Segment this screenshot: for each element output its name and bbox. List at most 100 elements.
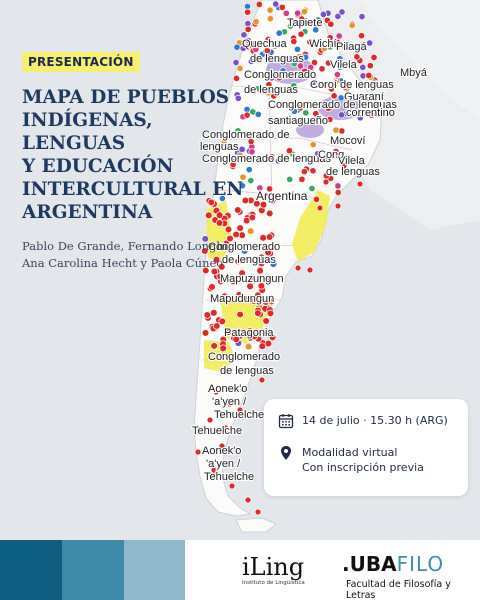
- map-label: Conglomerado de: [202, 129, 289, 141]
- map-marker: [247, 138, 255, 146]
- footer: [0, 540, 480, 600]
- map-label: Cong: [318, 149, 344, 161]
- map-marker: [338, 127, 346, 135]
- map-marker: [201, 329, 210, 337]
- event-modality: Modalidad virtual Con inscripción previa: [302, 445, 424, 475]
- map-label: Aonek'o: [202, 445, 241, 457]
- map-marker: [212, 255, 221, 264]
- map-marker: [312, 195, 321, 203]
- map-marker: [234, 127, 242, 135]
- map-marker: [228, 482, 236, 490]
- map-marker: [201, 266, 210, 275]
- map-marker: [246, 327, 254, 335]
- map-marker: [252, 18, 260, 26]
- map-marker: [306, 266, 314, 274]
- map-marker: [356, 180, 364, 188]
- map-marker: [327, 20, 335, 28]
- map-marker: [278, 3, 286, 11]
- map-marker: [244, 25, 252, 33]
- map-marker: [275, 74, 283, 82]
- map-marker: [208, 283, 216, 291]
- map-marker: [210, 342, 218, 350]
- map-marker: [357, 32, 366, 40]
- map-marker: [194, 448, 202, 456]
- map-marker: [238, 269, 246, 277]
- map-marker: [293, 45, 302, 53]
- map-marker: [254, 110, 262, 118]
- map-marker: [300, 8, 308, 16]
- map-marker: [336, 63, 344, 71]
- map-marker: [236, 406, 244, 414]
- map-marker: [319, 10, 327, 18]
- map-marker: [256, 184, 264, 192]
- uba-subtitle: Facultad de Filosofía y Letras: [346, 579, 451, 600]
- map-marker: [252, 45, 260, 53]
- map-marker: [326, 115, 334, 123]
- map-marker: [279, 67, 287, 75]
- map-marker: [232, 74, 241, 82]
- map-labels: Tapiete Quechua Wichí Pilagá de lenguas …: [191, 16, 429, 484]
- map-marker: [255, 0, 263, 8]
- map-marker: [238, 182, 246, 190]
- map-marker: [226, 234, 234, 243]
- map-label: Conglomerado: [208, 351, 280, 363]
- map-marker: [308, 184, 316, 193]
- map-marker: [254, 309, 262, 317]
- map-marker: [247, 177, 255, 185]
- map-marker: [212, 388, 220, 396]
- map-marker: [234, 257, 242, 266]
- map-marker: [235, 291, 243, 299]
- map-label: de lenguas: [244, 84, 298, 96]
- map-marker: [222, 424, 230, 432]
- map-marker: [215, 211, 224, 219]
- map-marker: [265, 81, 273, 89]
- map-label: 'a'yen /: [212, 396, 247, 408]
- map-label: Mapuzungun: [220, 273, 284, 285]
- title-line: MAPA DE PUEBLOS: [22, 87, 230, 108]
- map-marker: [336, 55, 344, 63]
- registration-line: Con inscripción previa: [302, 461, 424, 474]
- map-marker: [266, 309, 275, 318]
- map-marker: [340, 162, 348, 170]
- map-marker: [238, 145, 246, 153]
- map-marker: [247, 57, 255, 65]
- map-label: de lenguas: [250, 53, 304, 65]
- map-marker: [229, 161, 237, 169]
- map-marker: [296, 104, 305, 112]
- authors: Pablo De Grande, Fernando Longhi, Ana Ca…: [22, 239, 232, 270]
- map-label: Tapiete: [287, 17, 322, 29]
- map-marker: [250, 332, 259, 341]
- event-date: 14 de julio · 15.30 h (ARG): [302, 414, 448, 427]
- map-marker: [268, 333, 277, 342]
- map-marker: [333, 71, 341, 79]
- map-marker: [290, 82, 298, 90]
- map-marker: [210, 267, 219, 276]
- uba-filo-logo: .UBAFILO Facultad de Filosofía y Letras: [342, 553, 480, 600]
- map-marker: [286, 175, 294, 183]
- modality-line: Modalidad virtual: [302, 446, 398, 459]
- map-marker: [268, 153, 276, 161]
- map-label: Mocoví: [330, 135, 365, 147]
- map-marker: [294, 9, 302, 17]
- map-label: Guaraní: [344, 91, 384, 103]
- map-marker: [366, 39, 374, 47]
- map-marker: [248, 148, 256, 156]
- map-marker: [271, 42, 279, 50]
- map-marker: [258, 376, 266, 384]
- map-marker: [286, 22, 295, 30]
- map-label: Vilela: [330, 59, 358, 71]
- map-label: de lenguas: [220, 365, 274, 377]
- map-marker: [332, 147, 340, 155]
- map-marker: [302, 53, 310, 61]
- map-marker: [368, 111, 376, 119]
- map-marker: [213, 322, 221, 330]
- map-marker: [370, 53, 378, 62]
- map-marker: [224, 328, 233, 336]
- map-marker: [246, 227, 255, 235]
- argentina-map: Tapiete Quechua Wichí Pilagá de lenguas …: [190, 0, 480, 533]
- map-marker: [249, 297, 258, 305]
- map-marker: [262, 317, 270, 325]
- map-marker: [218, 194, 226, 203]
- map-marker: [296, 62, 304, 70]
- map-marker: [268, 74, 276, 82]
